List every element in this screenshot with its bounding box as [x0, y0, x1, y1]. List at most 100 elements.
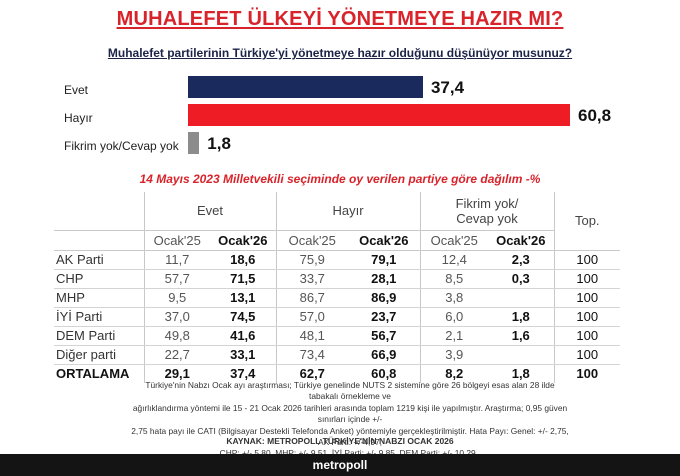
table-cell: 100: [554, 363, 621, 383]
table-cell: 100: [554, 307, 621, 327]
breakdown-table-wrapper: Evet Hayır Fikrim yok/Cevap yok Top. Ocak'25…: [54, 192, 621, 383]
table-cell: 60,8: [348, 363, 421, 383]
table-cell: 49,8: [144, 326, 210, 346]
table-cell: 73,4: [276, 345, 349, 365]
party-name: ORTALAMA: [54, 363, 145, 383]
table-cell: 100: [554, 345, 621, 365]
party-name: MHP: [54, 288, 145, 308]
period-header: Ocak'25: [276, 230, 349, 251]
table-cell: 1,8: [488, 363, 555, 383]
table-cell: 57,0: [276, 307, 349, 327]
table-cell: 11,7: [144, 250, 210, 270]
table-cell: 41,6: [210, 326, 277, 346]
bar-chart: Evet 37,4 Hayır 60,8 Fikrim yok/Cevap yok 1,8: [0, 72, 680, 162]
source-line: KAYNAK: METROPOLL TÜRKİYE'NİN NABZI OCAK…: [226, 436, 454, 446]
period-header: Ocak'25: [420, 230, 489, 251]
table-cell: 29,1: [144, 363, 210, 383]
party-name: DEM Parti: [54, 326, 145, 346]
table-cell: 37,4: [210, 363, 277, 383]
bar: [188, 76, 423, 98]
table-cell: 75,9: [276, 250, 349, 270]
table-cell: 28,1: [348, 269, 421, 289]
table-cell: 2,3: [488, 250, 555, 270]
footnote-line: ağırlıklandırma yöntemi ile 15 - 21 Ocak…: [132, 402, 568, 425]
table-average-row: ORTALAMA 29,1 37,4 62,7 60,8 8,2 1,8 100: [54, 363, 621, 383]
table-cell: 12,4: [420, 250, 489, 270]
table-corner-cell: [54, 192, 145, 231]
table-cell: 48,1: [276, 326, 349, 346]
table-cell: 3,9: [420, 345, 489, 365]
bar-category-label: Evet: [64, 83, 89, 97]
table-cell: [488, 345, 555, 365]
bar-value-label: 37,4: [430, 78, 465, 97]
table-cell: [488, 288, 555, 308]
bar: [188, 132, 200, 154]
table-cell: 57,7: [144, 269, 210, 289]
table-cell: 1,6: [488, 326, 555, 346]
table-cell: 9,5: [144, 288, 210, 308]
bar-category-label: Fikrim yok/Cevap yok: [64, 139, 179, 153]
table-cell: 71,5: [210, 269, 277, 289]
table-cell: 100: [554, 288, 621, 308]
table-row: AK Parti 11,7 18,6 75,9 79,1 12,4 2,3 100: [54, 250, 621, 270]
table-cell: 100: [554, 326, 621, 346]
table-period-header-row: Ocak'25 Ocak'26 Ocak'25 Ocak'26 Ocak'25 Ocak'…: [54, 230, 620, 251]
table-cell: 86,7: [276, 288, 349, 308]
table-cell: 86,9: [348, 288, 421, 308]
bar-row: Evet 37,4: [0, 76, 680, 98]
period-header: Ocak'26: [488, 230, 555, 251]
table-cell: 100: [554, 250, 621, 270]
table-cell: 8,2: [420, 363, 489, 383]
table-cell: 56,7: [348, 326, 421, 346]
table-cell: 66,9: [348, 345, 421, 365]
group-header: Hayır: [276, 192, 421, 231]
group-header: Fikrim yok/Cevap yok: [420, 192, 555, 231]
table-heading: 14 Mayıs 2023 Milletvekili seçiminde oy …: [139, 172, 541, 186]
survey-question: Muhalefet partilerinin Türkiye'yi yönetm…: [107, 46, 573, 60]
bar-category-label: Hayır: [64, 111, 93, 125]
table-row: MHP 9,5 13,1 86,7 86,9 3,8 100: [54, 288, 621, 308]
table-cell: 3,8: [420, 288, 489, 308]
table-cell: 37,0: [144, 307, 210, 327]
table-group-header-row: Evet Hayır Fikrim yok/Cevap yok Top.: [54, 192, 621, 251]
group-header: Top.: [554, 192, 621, 251]
table-row: CHP 57,7 71,5 33,7 28,1 8,5 0,3 100: [54, 269, 621, 289]
table-cell: 8,5: [420, 269, 489, 289]
period-header: Ocak'26: [348, 230, 421, 251]
table-cell: 100: [554, 269, 621, 289]
table-cell: 74,5: [210, 307, 277, 327]
bar-row: Fikrim yok/Cevap yok 1,8: [0, 132, 680, 154]
party-name: Diğer parti: [54, 345, 145, 365]
group-header: Evet: [144, 192, 277, 231]
table-cell: 33,7: [276, 269, 349, 289]
methodology-footnote: Türkiye'nin Nabzı Ocak ayı araştırması; …: [130, 380, 570, 460]
footnote-line: 2,75 hata payı ile CATI (Bilgisayar Dest…: [131, 425, 569, 448]
table-cell: 18,6: [210, 250, 277, 270]
breakdown-table: Evet Hayır Fikrim yok/Cevap yok Top. Ocak'25…: [54, 192, 621, 383]
table-cell: 1,8: [488, 307, 555, 327]
table-cell: 22,7: [144, 345, 210, 365]
brand-logo: metropoll: [0, 454, 680, 476]
table-corner-cell: [54, 230, 145, 251]
table-row: Diğer parti 22,7 33,1 73,4 66,9 3,9 100: [54, 345, 621, 365]
bar-value-label: 1,8: [207, 134, 231, 153]
bar-row: Hayır 60,8: [0, 104, 680, 126]
party-name: CHP: [54, 269, 145, 289]
party-name: İYİ Parti: [54, 307, 145, 327]
table-cell: 13,1: [210, 288, 277, 308]
period-header: Ocak'25: [144, 230, 210, 251]
table-cell: 62,7: [276, 363, 349, 383]
table-cell: 2,1: [420, 326, 489, 346]
table-cell: 23,7: [348, 307, 421, 327]
table-row: DEM Parti 49,8 41,6 48,1 56,7 2,1 1,6 100: [54, 326, 621, 346]
table-cell: 6,0: [420, 307, 489, 327]
bar: [188, 104, 570, 126]
table-cell: 0,3: [488, 269, 555, 289]
table-cell: 33,1: [210, 345, 277, 365]
footnote-line: Türkiye'nin Nabzı Ocak ayı araştırması; …: [145, 380, 555, 402]
bar-value-label: 60,8: [578, 106, 612, 125]
party-name: AK Parti: [54, 250, 145, 270]
page-title: MUHALEFET ÜLKEYİ YÖNETMEYE HAZIR MI?: [116, 8, 564, 30]
table-cell: 79,1: [348, 250, 421, 270]
table-row: İYİ Parti 37,0 74,5 57,0 23,7 6,0 1,8 100: [54, 307, 621, 327]
